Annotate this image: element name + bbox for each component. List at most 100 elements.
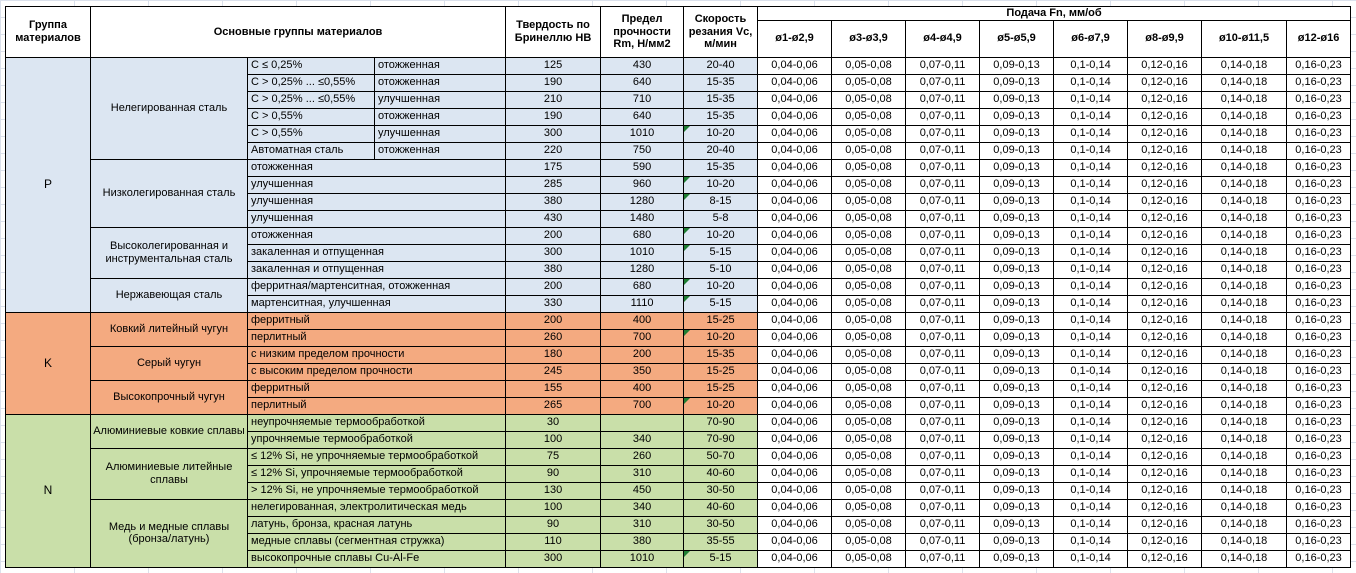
cell-strength-rm[interactable]: 1010 [600,243,685,262]
cell-hardness-hb[interactable]: 285 [505,175,602,194]
cell-feed-value[interactable]: 0,05-0,08 [831,413,907,432]
cell-feed-value[interactable]: 0,12-0,16 [1127,328,1203,347]
cell-feed-value[interactable]: 0,04-0,06 [757,481,833,500]
cell-feed-value[interactable]: 0,14-0,18 [1201,481,1288,500]
cell-material-group[interactable]: Высоколегированная и инструментальная ст… [90,226,248,279]
cell-feed-value[interactable]: 0,1-0,14 [1053,345,1129,364]
cell-feed-value[interactable]: 0,05-0,08 [831,56,907,75]
cell-feed-value[interactable]: 0,07-0,11 [905,73,981,92]
cell-feed-value[interactable]: 0,05-0,08 [831,311,907,330]
cell-feed-value[interactable]: 0,04-0,06 [757,141,833,160]
cell-material-class[interactable]: K [5,311,91,415]
cell-feed-value[interactable]: 0,1-0,14 [1053,464,1129,483]
cell-feed-value[interactable]: 0,16-0,23 [1286,549,1352,568]
cell-feed-value[interactable]: 0,12-0,16 [1127,56,1203,75]
cell-feed-value[interactable]: 0,14-0,18 [1201,532,1288,551]
cell-feed-value[interactable]: 0,07-0,11 [905,56,981,75]
cell-strength-rm[interactable]: 310 [600,515,685,534]
cell-feed-value[interactable]: 0,16-0,23 [1286,464,1352,483]
cell-strength-rm[interactable]: 1110 [600,294,685,313]
cell-feed-value[interactable]: 0,09-0,13 [979,532,1055,551]
cell-hardness-hb[interactable]: 100 [505,430,602,449]
cell-hardness-hb[interactable]: 180 [505,345,602,364]
cell-feed-value[interactable]: 0,04-0,06 [757,396,833,415]
cell-condition[interactable]: отожженная [373,56,507,75]
cell-feed-value[interactable]: 0,07-0,11 [905,430,981,449]
cell-feed-value[interactable]: 0,12-0,16 [1127,260,1203,279]
cell-feed-value[interactable]: 0,07-0,11 [905,532,981,551]
cell-feed-value[interactable]: 0,1-0,14 [1053,260,1129,279]
cell-feed-value[interactable]: 0,05-0,08 [831,294,907,313]
cell-feed-value[interactable]: 0,07-0,11 [905,141,981,160]
cell-condition[interactable]: упрочняемые термообработкой [246,430,507,449]
cell-feed-value[interactable]: 0,07-0,11 [905,277,981,296]
cell-feed-value[interactable]: 0,16-0,23 [1286,294,1352,313]
cell-hardness-hb[interactable]: 430 [505,209,602,228]
cell-feed-value[interactable]: 0,14-0,18 [1201,90,1288,109]
cell-feed-value[interactable]: 0,07-0,11 [905,413,981,432]
cell-material-class[interactable]: N [5,413,91,568]
header-feed-d4[interactable]: ø4-ø4,9 [905,19,981,58]
cell-composition[interactable]: С > 0,25% ... ≤0,55% [247,73,375,92]
cell-feed-value[interactable]: 0,16-0,23 [1286,260,1352,279]
cell-feed-value[interactable]: 0,04-0,06 [757,226,833,245]
cell-feed-value[interactable]: 0,07-0,11 [905,328,981,347]
cell-feed-value[interactable]: 0,12-0,16 [1127,362,1203,381]
cell-hardness-hb[interactable]: 300 [505,549,602,568]
cell-feed-value[interactable]: 0,09-0,13 [979,481,1055,500]
cell-condition[interactable]: ≤ 12% Si, упрочняемые термообработкой [246,464,507,483]
cell-feed-value[interactable]: 0,09-0,13 [979,107,1055,126]
cell-condition[interactable]: отожженная [246,226,507,245]
cell-feed-value[interactable]: 0,1-0,14 [1053,175,1129,194]
cell-feed-value[interactable]: 0,09-0,13 [979,498,1055,517]
cell-feed-value[interactable]: 0,04-0,06 [757,311,833,330]
cell-feed-value[interactable]: 0,1-0,14 [1053,362,1129,381]
cell-feed-value[interactable]: 0,05-0,08 [831,362,907,381]
cell-feed-value[interactable]: 0,1-0,14 [1053,141,1129,160]
cell-feed-value[interactable]: 0,1-0,14 [1053,328,1129,347]
cell-feed-value[interactable]: 0,1-0,14 [1053,430,1129,449]
cell-feed-value[interactable]: 0,14-0,18 [1201,277,1288,296]
cell-strength-rm[interactable]: 680 [600,277,685,296]
cell-feed-value[interactable]: 0,12-0,16 [1127,532,1203,551]
cell-feed-value[interactable]: 0,14-0,18 [1201,158,1288,177]
header-feed-d1[interactable]: ø1-ø2,9 [757,19,833,58]
cell-feed-value[interactable]: 0,14-0,18 [1201,379,1288,398]
cell-feed-value[interactable]: 0,14-0,18 [1201,243,1288,262]
cell-feed-value[interactable]: 0,04-0,06 [757,107,833,126]
cell-cutting-speed[interactable]: 15-25 [683,379,759,398]
cell-feed-value[interactable]: 0,05-0,08 [831,481,907,500]
cell-condition[interactable]: улучшенная [373,124,507,143]
cell-feed-value[interactable]: 0,04-0,06 [757,294,833,313]
cell-strength-rm[interactable]: 450 [600,481,685,500]
cell-feed-value[interactable]: 0,1-0,14 [1053,158,1129,177]
cell-feed-value[interactable]: 0,07-0,11 [905,124,981,143]
cell-condition[interactable]: неупрочняемые термообработкой [246,413,507,432]
cell-feed-value[interactable]: 0,05-0,08 [831,430,907,449]
cell-feed-value[interactable]: 0,1-0,14 [1053,73,1129,92]
cell-condition[interactable]: отожженная [246,158,507,177]
cell-feed-value[interactable]: 0,09-0,13 [979,345,1055,364]
cell-feed-value[interactable]: 0,14-0,18 [1201,345,1288,364]
cell-feed-value[interactable]: 0,16-0,23 [1286,73,1352,92]
cell-feed-value[interactable]: 0,09-0,13 [979,243,1055,262]
cell-condition[interactable]: нелегированная, электролитическая медь [246,498,507,517]
cell-composition[interactable]: С > 0,55% [247,124,375,143]
header-hardness[interactable]: Твердость по Бринеллю HB [505,6,602,58]
cell-feed-value[interactable]: 0,04-0,06 [757,158,833,177]
cell-feed-value[interactable]: 0,05-0,08 [831,107,907,126]
cell-feed-value[interactable]: 0,16-0,23 [1286,345,1352,364]
cell-condition[interactable]: > 12% Si, не упрочняемые термообработкой [246,481,507,500]
cell-feed-value[interactable]: 0,16-0,23 [1286,481,1352,500]
cell-feed-value[interactable]: 0,09-0,13 [979,430,1055,449]
cell-condition[interactable]: ферритный [246,379,507,398]
cell-strength-rm[interactable]: 640 [600,107,685,126]
cell-feed-value[interactable]: 0,1-0,14 [1053,532,1129,551]
header-feed-d6[interactable]: ø6-ø7,9 [1053,19,1129,58]
cell-feed-value[interactable]: 0,09-0,13 [979,396,1055,415]
cell-condition[interactable]: ферритная/мартенситная, отожженная [246,277,507,296]
cell-feed-value[interactable]: 0,09-0,13 [979,192,1055,211]
header-material-class[interactable]: Группа материалов [5,6,91,58]
cell-feed-value[interactable]: 0,12-0,16 [1127,90,1203,109]
cell-feed-value[interactable]: 0,1-0,14 [1053,107,1129,126]
